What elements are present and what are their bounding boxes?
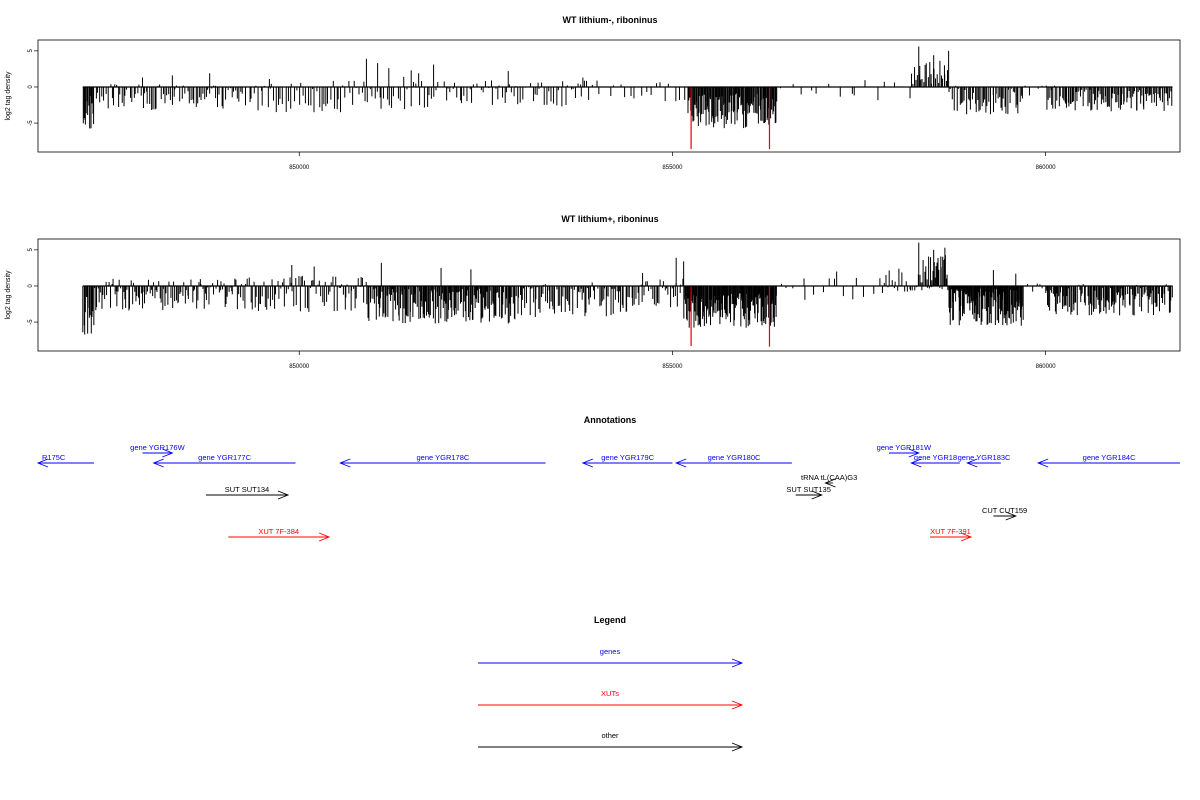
annotations-title: Annotations: [584, 415, 637, 425]
strand-arrow-icon: [910, 458, 922, 468]
arrow-right-icon: [731, 658, 744, 668]
track-title: WT lithium+, riboninus: [561, 214, 658, 224]
feature-gene: R175C: [36, 453, 94, 468]
strand-arrow-icon: [824, 478, 836, 488]
feature-label: SUT SUT135: [786, 485, 830, 494]
strand-arrow-icon: [162, 448, 174, 458]
strand-arrow-icon: [152, 458, 164, 468]
axes-layer: 5 0 -5 850000 855000 860000: [28, 49, 1173, 171]
feature-label: gene YGR183C: [958, 453, 1011, 462]
legend-item-xut: XUTs: [478, 689, 744, 710]
feature-label: SUT SUT134: [225, 485, 269, 494]
feature-other: tRNA tL(CAA)G3: [801, 473, 857, 488]
feature-gene: gene YGR183C: [958, 453, 1011, 468]
feature-gene: gene YGR180C: [674, 453, 792, 468]
feature-label: CUT CUT159: [982, 506, 1027, 515]
x-tick-label: 850000: [289, 165, 310, 171]
strand-arrow-icon: [966, 458, 978, 468]
strand-arrow-icon: [674, 458, 687, 468]
feature-gene: gene YGR181W: [877, 443, 932, 458]
strand-arrow-icon: [960, 532, 973, 542]
strand-arrow-icon: [811, 490, 823, 500]
strand-arrow-icon: [277, 490, 290, 500]
track-title: WT lithium-, riboninus: [563, 15, 658, 25]
legend-label: other: [601, 731, 619, 740]
legend-item-other: other: [478, 731, 744, 752]
strand-arrow-icon: [581, 458, 594, 468]
x-tick-label: 850000: [289, 364, 310, 370]
strand-arrow-icon: [1036, 458, 1049, 468]
feature-other: CUT CUT159: [982, 506, 1027, 521]
x-tick-label: 855000: [662, 364, 683, 370]
strand-arrow-icon: [1005, 511, 1018, 521]
feature-label: XUT 7F-384: [258, 527, 299, 536]
y-tick-label: 0: [28, 284, 34, 288]
feature-label: gene YGR18: [914, 453, 957, 462]
arrow-right-icon: [731, 700, 744, 710]
y-tick-label: 5: [28, 49, 34, 53]
feature-label: R175C: [42, 453, 66, 462]
legend-title: Legend: [594, 615, 626, 625]
feature-gene: gene YGR177C: [152, 453, 296, 468]
y-tick-label: 5: [28, 248, 34, 252]
arrow-right-icon: [731, 742, 744, 752]
feature-other: SUT SUT134: [205, 485, 290, 500]
axes-layer: 5 0 -5 850000 855000 860000: [28, 248, 1173, 370]
feature-label: tRNA tL(CAA)G3: [801, 473, 857, 482]
legend: Legend genes XUTs other: [478, 615, 744, 752]
feature-label: gene YGR177C: [198, 453, 251, 462]
feature-gene: gene YGR179C: [581, 453, 673, 468]
track-panel-lithium-minus: WT lithium-, riboninus 5 0 -5 850000 855000 8…: [5, 15, 1181, 171]
x-tick-label: 855000: [662, 165, 683, 171]
feature-gene: gene YGR184C: [1036, 453, 1180, 468]
feature-gene: gene YGR18: [910, 453, 960, 468]
legend-label: genes: [600, 647, 621, 656]
feature-label: gene YGR180C: [708, 453, 761, 462]
legend-label: XUTs: [601, 689, 619, 698]
y-axis-label: log2 tag density: [5, 71, 12, 121]
bars-layer: [82, 242, 1173, 347]
x-tick-label: 860000: [1036, 364, 1057, 370]
feature-xut: XUT 7F-391: [929, 527, 973, 542]
y-tick-label: -5: [28, 319, 34, 325]
legend-items: genes XUTs other: [478, 647, 744, 752]
track-panel-lithium-plus: WT lithium+, riboninus 5 0 -5 850000 855000 8…: [5, 214, 1181, 370]
x-tick-label: 860000: [1036, 165, 1057, 171]
feature-label: gene YGR181W: [877, 443, 932, 452]
y-tick-label: 0: [28, 85, 34, 89]
feature-other: SUT SUT135: [786, 485, 831, 500]
bars-layer: [82, 46, 1173, 150]
y-axis-label: log2 tag density: [5, 270, 12, 320]
feature-label: XUT 7F-391: [930, 527, 971, 536]
feature-label: gene YGR179C: [601, 453, 654, 462]
strand-arrow-icon: [36, 458, 49, 468]
feature-label: gene YGR176W: [130, 443, 185, 452]
feature-label: gene YGR184C: [1083, 453, 1136, 462]
plot-frame: [37, 238, 1181, 352]
feature-gene: gene YGR176W: [130, 443, 186, 458]
feature-xut: XUT 7F-384: [228, 527, 331, 542]
strand-arrow-icon: [318, 532, 331, 542]
feature-label: gene YGR178C: [417, 453, 470, 462]
annotations-panel: Annotations R175C gene YGR176W gene YGR177…: [36, 415, 1180, 542]
strand-arrow-icon: [339, 458, 351, 468]
strand-arrow-icon: [908, 448, 920, 458]
feature-gene: gene YGR178C: [339, 453, 546, 468]
legend-item-gene: genes: [478, 647, 744, 668]
y-tick-label: -5: [28, 120, 34, 126]
plot-frame: [37, 39, 1181, 153]
annotation-features: R175C gene YGR176W gene YGR177C gene YGR178…: [36, 443, 1180, 542]
